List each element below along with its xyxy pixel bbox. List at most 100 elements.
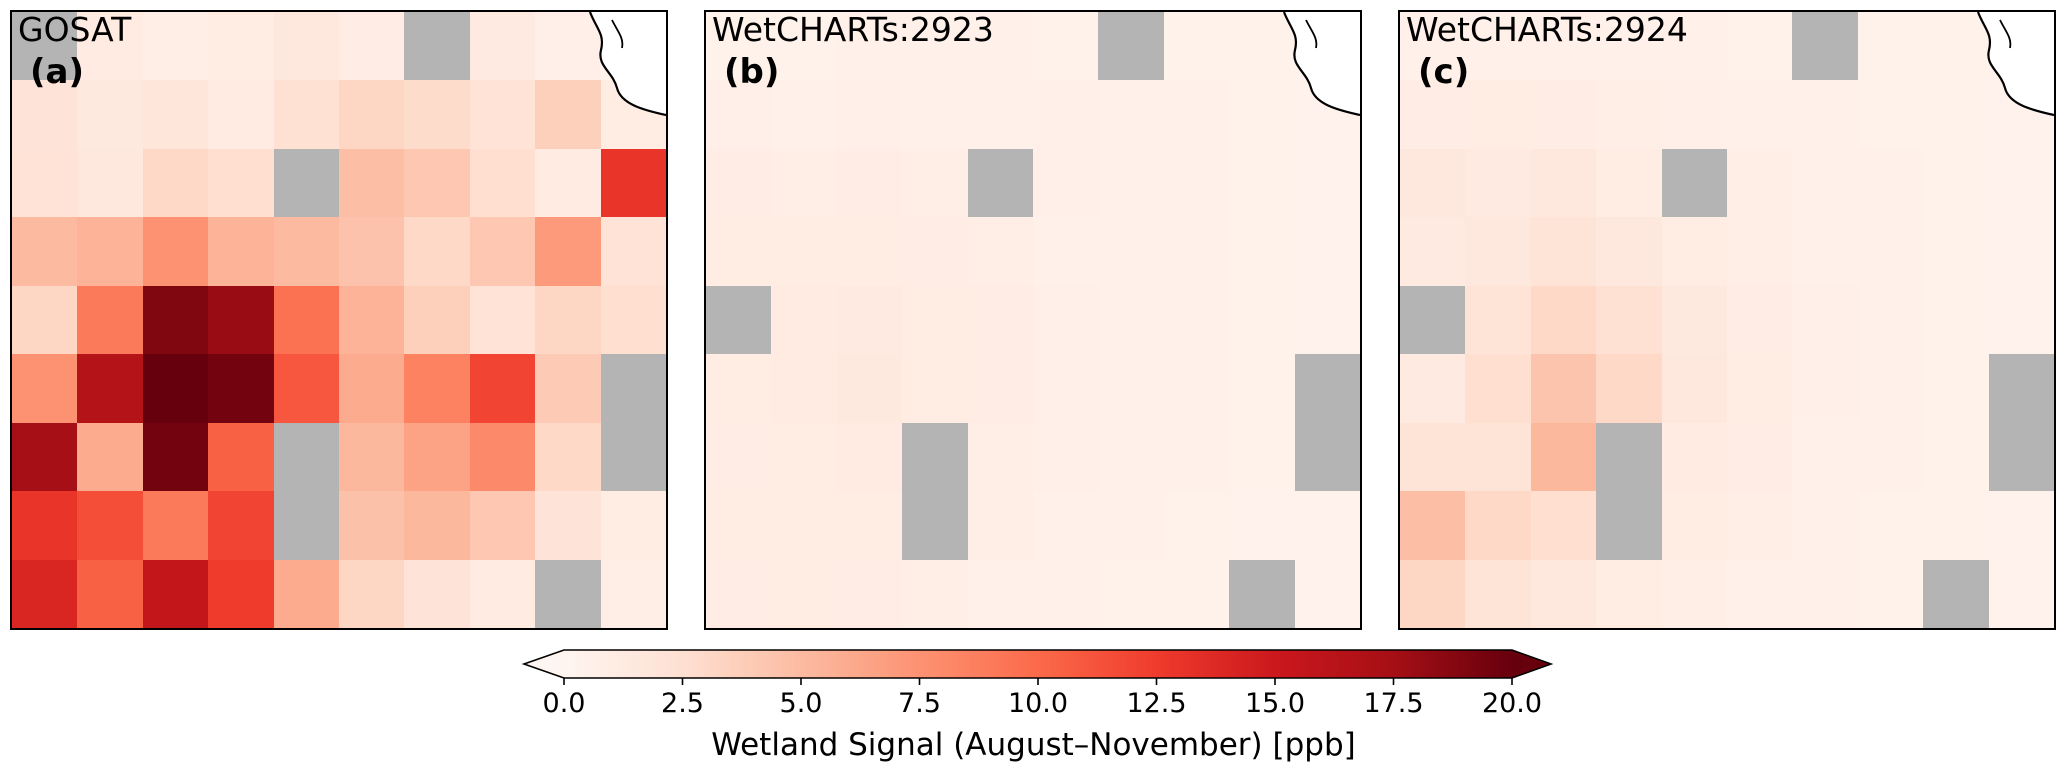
heatmap-cell [339, 559, 405, 628]
heatmap-cell [1465, 12, 1531, 81]
heatmap-cell [967, 285, 1033, 355]
heatmap-cell [1465, 217, 1531, 286]
heatmap-cell [1923, 148, 1989, 218]
heatmap-cell [1727, 217, 1793, 286]
panel-title: WetCHARTs:2923 [712, 10, 994, 49]
heatmap-cell [142, 354, 209, 423]
panel-letter: (a) [30, 52, 85, 92]
heatmap-cell [1857, 217, 1924, 286]
heatmap-cell [1294, 12, 1360, 81]
panel-b: WetCHARTs:2923 (b) [704, 10, 1362, 630]
heatmap-cell [902, 354, 968, 423]
heatmap-grid-gosat [12, 12, 666, 628]
heatmap-cell [1727, 12, 1793, 81]
heatmap-cell [1033, 354, 1099, 423]
heatmap-cell [706, 217, 772, 286]
colorbar-ticks [563, 678, 1513, 685]
heatmap-cell [967, 422, 1033, 492]
heatmap-cell [1229, 354, 1295, 423]
heatmap-cell [1163, 559, 1230, 628]
heatmap-cell [1400, 80, 1466, 149]
colorbar [521, 649, 1554, 685]
heatmap-cell [339, 285, 405, 355]
heatmap-cell [600, 354, 666, 423]
heatmap-cell [967, 217, 1033, 286]
heatmap-cell [1596, 148, 1662, 218]
heatmap-cell [1661, 217, 1727, 286]
heatmap-cell [967, 559, 1033, 628]
heatmap-cell [836, 285, 903, 355]
heatmap-cell [1098, 354, 1164, 423]
heatmap-cell [1857, 285, 1924, 355]
heatmap-cell [1923, 80, 1989, 149]
heatmap-cell [1923, 217, 1989, 286]
heatmap-cell [404, 217, 470, 286]
heatmap-cell [339, 422, 405, 492]
panel-c: WetCHARTs:2924 (c) [1398, 10, 2056, 630]
heatmap-cell [1727, 148, 1793, 218]
heatmap-cell [1033, 285, 1099, 355]
heatmap-cell [404, 285, 470, 355]
heatmap-cell [469, 12, 536, 81]
heatmap-cell [902, 12, 968, 81]
panels-row: GOSAT (a) WetCHARTs:2923 (b) WetCHARTs:2… [10, 10, 2056, 630]
heatmap-cell [12, 559, 78, 628]
heatmap-cell [1727, 422, 1793, 492]
heatmap-cell [535, 491, 601, 560]
heatmap-cell [77, 491, 143, 560]
heatmap-cell [1294, 491, 1360, 560]
heatmap-cell [142, 559, 209, 628]
heatmap-cell [771, 422, 837, 492]
heatmap-cell [1400, 148, 1466, 218]
heatmap-cell [1400, 354, 1466, 423]
heatmap-cell [1923, 12, 1989, 81]
heatmap-cell [1661, 148, 1727, 218]
heatmap-cell [535, 285, 601, 355]
heatmap-cell [706, 148, 772, 218]
heatmap-cell [1465, 354, 1531, 423]
colorbar-tick-label: 5.0 [779, 688, 823, 719]
panel-title: WetCHARTs:2924 [1406, 10, 1688, 49]
heatmap-cell [1294, 422, 1360, 492]
heatmap-cell [77, 217, 143, 286]
heatmap-cell [1988, 491, 2054, 560]
heatmap-cell [1400, 559, 1466, 628]
heatmap-cell [771, 559, 837, 628]
heatmap-cell [273, 354, 339, 423]
heatmap-cell [1596, 559, 1662, 628]
heatmap-cell [1596, 422, 1662, 492]
heatmap-cell [836, 12, 903, 81]
heatmap-cell [706, 285, 772, 355]
heatmap-cell [273, 285, 339, 355]
heatmap-cell [1033, 217, 1099, 286]
heatmap-cell [600, 559, 666, 628]
heatmap-cell [1229, 559, 1295, 628]
heatmap-cell [1163, 217, 1230, 286]
heatmap-cell [1530, 12, 1597, 81]
heatmap-cell [706, 422, 772, 492]
colorbar-tick-label: 15.0 [1244, 688, 1306, 719]
heatmap-cell [535, 354, 601, 423]
heatmap-cell [142, 217, 209, 286]
heatmap-cell [836, 148, 903, 218]
heatmap-cell [1988, 80, 2054, 149]
heatmap-cell [1400, 285, 1466, 355]
heatmap-cell [902, 148, 968, 218]
heatmap-cell [77, 559, 143, 628]
heatmap-cell [1229, 12, 1295, 81]
heatmap-cell [208, 217, 274, 286]
heatmap-cell [404, 12, 470, 81]
heatmap-cell [469, 354, 536, 423]
heatmap-cell [535, 422, 601, 492]
heatmap-cell [208, 559, 274, 628]
heatmap-cell [1923, 491, 1989, 560]
heatmap-cell [1530, 80, 1597, 149]
heatmap-cell [469, 559, 536, 628]
heatmap-cell [1988, 285, 2054, 355]
heatmap-cell [771, 285, 837, 355]
heatmap-cell [1857, 354, 1924, 423]
colorbar-tick-label: 2.5 [661, 688, 704, 719]
heatmap-cell [273, 12, 339, 81]
heatmap-cell [1294, 80, 1360, 149]
